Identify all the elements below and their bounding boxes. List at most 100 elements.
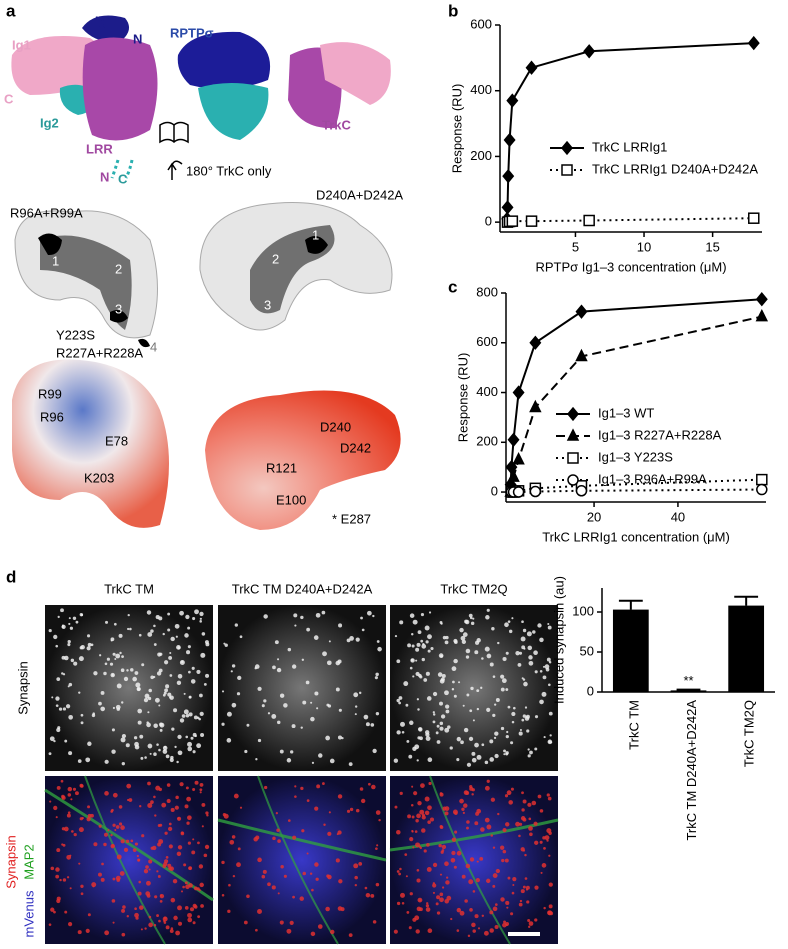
puncta bbox=[188, 712, 193, 717]
puncta bbox=[236, 862, 241, 868]
puncta bbox=[416, 878, 421, 883]
puncta bbox=[412, 746, 417, 751]
puncta bbox=[507, 620, 511, 623]
puncta bbox=[55, 704, 59, 708]
puncta bbox=[169, 866, 174, 871]
series-line bbox=[509, 315, 763, 493]
puncta bbox=[424, 796, 430, 802]
puncta bbox=[512, 706, 516, 710]
puncta bbox=[257, 857, 262, 863]
panel-label: b bbox=[448, 1, 458, 20]
puncta bbox=[48, 923, 52, 926]
puncta bbox=[276, 667, 282, 673]
puncta bbox=[80, 613, 84, 617]
puncta bbox=[359, 787, 364, 791]
puncta bbox=[199, 783, 204, 787]
puncta bbox=[104, 759, 109, 764]
puncta bbox=[153, 624, 156, 628]
puncta bbox=[263, 699, 267, 703]
puncta bbox=[328, 640, 331, 643]
puncta bbox=[98, 872, 102, 877]
puncta bbox=[411, 644, 415, 648]
puncta bbox=[360, 798, 366, 804]
puncta bbox=[168, 655, 173, 660]
puncta bbox=[348, 933, 353, 938]
puncta bbox=[548, 904, 553, 909]
puncta bbox=[419, 899, 422, 902]
puncta bbox=[444, 690, 449, 696]
puncta bbox=[398, 701, 401, 705]
puncta bbox=[140, 928, 143, 931]
puncta bbox=[445, 709, 450, 714]
puncta bbox=[494, 753, 499, 759]
puncta bbox=[72, 787, 77, 791]
puncta bbox=[355, 637, 360, 642]
puncta bbox=[148, 859, 153, 864]
marker bbox=[501, 200, 514, 215]
puncta bbox=[192, 903, 197, 908]
puncta bbox=[470, 621, 475, 626]
puncta bbox=[417, 708, 420, 711]
puncta bbox=[103, 842, 107, 847]
puncta bbox=[518, 902, 523, 907]
puncta bbox=[166, 783, 171, 787]
puncta bbox=[468, 736, 474, 741]
puncta bbox=[549, 734, 552, 737]
puncta bbox=[231, 664, 236, 668]
puncta bbox=[305, 680, 310, 685]
puncta bbox=[436, 724, 440, 728]
puncta bbox=[476, 860, 479, 863]
neurite bbox=[257, 775, 339, 945]
puncta bbox=[173, 708, 178, 713]
puncta bbox=[87, 634, 91, 638]
puncta bbox=[547, 622, 550, 626]
puncta bbox=[410, 658, 415, 663]
puncta bbox=[376, 640, 380, 643]
label: D240 bbox=[320, 419, 351, 434]
puncta bbox=[396, 659, 401, 664]
puncta bbox=[53, 805, 58, 811]
puncta bbox=[146, 880, 151, 886]
legend-marker bbox=[567, 474, 579, 486]
marker bbox=[575, 348, 588, 362]
puncta bbox=[121, 733, 127, 739]
image bbox=[218, 776, 386, 944]
puncta bbox=[471, 793, 474, 796]
puncta bbox=[527, 754, 531, 758]
puncta bbox=[201, 802, 206, 807]
puncta bbox=[492, 846, 496, 849]
puncta bbox=[423, 678, 428, 682]
puncta bbox=[325, 735, 331, 741]
puncta bbox=[411, 785, 414, 788]
structure-labels: Ig1 N RPTPσ Ig1 C Ig2 LRR N C TrkC 180° … bbox=[4, 13, 403, 526]
puncta bbox=[463, 727, 469, 733]
puncta bbox=[546, 793, 550, 797]
puncta bbox=[456, 758, 460, 762]
y-axis-label: Response (RU) bbox=[449, 84, 464, 174]
puncta bbox=[306, 627, 311, 632]
puncta bbox=[231, 702, 237, 708]
puncta bbox=[421, 644, 427, 649]
puncta bbox=[524, 877, 528, 880]
puncta bbox=[110, 810, 114, 813]
puncta bbox=[539, 670, 543, 673]
puncta bbox=[169, 758, 174, 763]
puncta bbox=[134, 907, 137, 911]
puncta bbox=[194, 780, 199, 785]
label: 3 bbox=[264, 297, 271, 312]
puncta bbox=[119, 651, 122, 655]
puncta bbox=[534, 918, 538, 922]
legend-label: Ig1–3 WT bbox=[598, 405, 654, 420]
puncta bbox=[492, 675, 496, 678]
label: Ig1 bbox=[95, 13, 114, 28]
puncta bbox=[521, 677, 524, 680]
x-tick-label: 15 bbox=[705, 239, 719, 254]
puncta bbox=[445, 704, 450, 709]
puncta bbox=[187, 741, 193, 747]
puncta bbox=[246, 723, 250, 727]
puncta bbox=[415, 647, 420, 652]
puncta bbox=[115, 875, 121, 881]
puncta bbox=[526, 631, 532, 637]
puncta bbox=[432, 891, 436, 894]
puncta bbox=[199, 693, 203, 698]
